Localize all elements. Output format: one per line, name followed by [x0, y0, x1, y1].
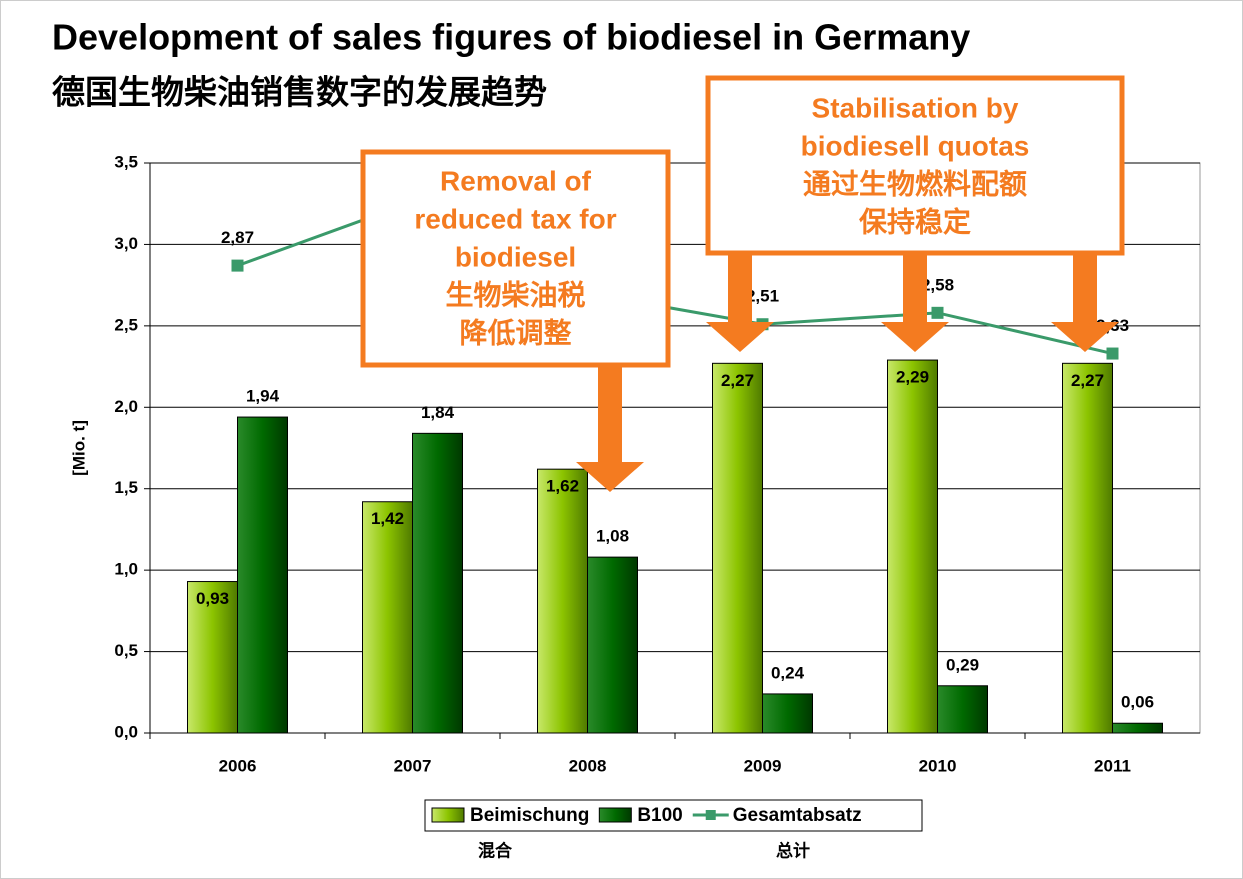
y-axis-label: [Mio. t] [69, 420, 88, 476]
data-label: 0,24 [771, 663, 805, 682]
legend-label: B100 [637, 805, 682, 826]
annotation-text: 通过生物燃料配额 [803, 168, 1027, 199]
annotation-text: biodiesell quotas [801, 130, 1030, 161]
y-tick-label: 1,0 [114, 560, 138, 579]
data-label: 1,84 [421, 403, 455, 422]
y-tick-label: 0,0 [114, 722, 138, 741]
bar [1112, 722, 1163, 734]
bar [937, 685, 988, 734]
legend-label: Gesamtabsatz [733, 805, 862, 826]
x-tick-label: 2010 [919, 756, 957, 775]
bar [712, 362, 763, 734]
annotation-text: Stabilisation by [812, 92, 1019, 123]
bar [412, 432, 463, 734]
x-tick-label: 2011 [1094, 756, 1131, 775]
data-label: 0,93 [196, 589, 229, 608]
legend-swatch [598, 807, 632, 823]
annotation-box [705, 75, 1125, 256]
annotation-text: reduced tax for [414, 203, 616, 234]
y-tick-label: 3,0 [114, 234, 138, 253]
marker [1106, 347, 1119, 360]
arrow [576, 365, 644, 492]
bar [537, 468, 588, 734]
annotation-box [360, 149, 671, 368]
data-label: 1,94 [246, 387, 280, 406]
chart-subtitle: 德国生物柴油销售数字的发展趋势 [52, 74, 547, 111]
annotation-text: 生物柴油税 [445, 278, 585, 310]
bar [762, 693, 813, 734]
arrow [706, 253, 774, 352]
annotation-text: 保持稳定 [859, 205, 971, 237]
legend-swatch [705, 810, 716, 820]
data-label: 2,51 [746, 287, 779, 306]
x-tick-label: 2006 [219, 756, 257, 775]
arrow [881, 253, 949, 352]
data-label: 2,29 [896, 368, 929, 387]
data-label: 2,27 [1071, 371, 1104, 390]
arrow [1051, 253, 1119, 352]
data-label: 0,29 [946, 655, 979, 674]
chart-title: Development of sales figures of biodiese… [52, 17, 970, 58]
marker [231, 259, 244, 272]
marker [931, 306, 944, 319]
data-label: 2,58 [921, 275, 954, 294]
y-tick-label: 3,5 [114, 152, 138, 171]
plot-area [149, 162, 1201, 734]
bar [237, 416, 288, 734]
data-label: 1,62 [546, 477, 579, 496]
bar [587, 556, 638, 734]
legend-note: 总计 [776, 840, 810, 860]
bar [362, 501, 413, 734]
legend-swatch [431, 807, 465, 823]
annotation-text: biodiesel [455, 241, 576, 272]
x-tick-label: 2008 [569, 756, 607, 775]
legend-note: 混合 [478, 840, 513, 860]
data-label: 2,87 [221, 228, 254, 247]
bar [187, 581, 238, 734]
bar [1062, 362, 1113, 734]
data-label: 2,27 [721, 371, 754, 390]
data-label: 0,06 [1121, 693, 1154, 712]
legend-label: Beimischung [470, 805, 589, 826]
x-tick-label: 2009 [744, 756, 782, 775]
bar [887, 359, 938, 734]
annotation-text: Removal of [440, 165, 592, 196]
y-tick-label: 2,0 [114, 397, 138, 416]
y-tick-label: 2,5 [114, 315, 138, 334]
legend-box [424, 799, 923, 832]
y-tick-label: 1,5 [114, 478, 138, 497]
x-tick-label: 2007 [394, 756, 432, 775]
annotation-text: 降低调整 [459, 317, 571, 348]
data-label: 1,42 [371, 509, 404, 528]
data-label: 1,08 [596, 527, 629, 546]
y-tick-label: 0,5 [114, 641, 138, 660]
